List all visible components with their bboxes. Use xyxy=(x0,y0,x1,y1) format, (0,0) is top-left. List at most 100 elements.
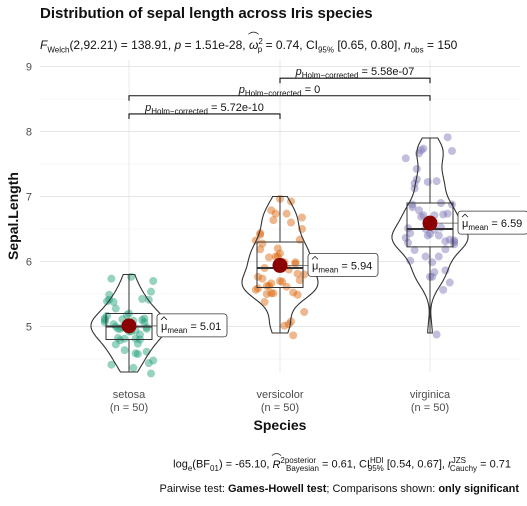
mean-label: μmean = 6.59 xyxy=(462,218,522,232)
mean-point xyxy=(121,318,137,334)
data-point xyxy=(426,229,434,238)
data-point xyxy=(443,209,452,218)
data-point xyxy=(450,240,459,249)
data-point xyxy=(280,321,289,330)
y-tick-label: 9 xyxy=(26,62,32,74)
data-point xyxy=(439,210,448,219)
data-point xyxy=(282,209,291,218)
data-point xyxy=(258,274,267,283)
mean-label-box xyxy=(457,210,527,235)
data-point xyxy=(100,316,109,324)
data-point xyxy=(291,258,300,267)
data-point xyxy=(100,318,109,327)
data-point xyxy=(133,339,142,348)
x-tick-n-label: (n = 50) xyxy=(261,402,299,414)
data-point xyxy=(140,314,149,323)
data-point xyxy=(408,203,417,212)
data-point xyxy=(430,268,439,277)
data-point xyxy=(439,285,448,294)
mean-point xyxy=(272,257,288,273)
violin-shape xyxy=(90,273,168,373)
data-point xyxy=(254,284,262,293)
data-point xyxy=(109,298,118,307)
data-point xyxy=(445,278,454,287)
y-axis-title: Sepal.Length xyxy=(5,172,21,260)
data-point xyxy=(120,334,129,343)
data-point xyxy=(256,245,265,254)
mean-label: μmean = 5.01 xyxy=(161,321,221,335)
data-point xyxy=(410,246,419,255)
y-tick-label: 8 xyxy=(26,127,32,139)
hat-icon xyxy=(311,255,319,260)
data-point xyxy=(111,340,120,349)
data-point xyxy=(254,272,262,281)
data-point xyxy=(417,212,426,221)
x-tick-label: setosa xyxy=(113,389,146,401)
data-point xyxy=(149,277,158,285)
box xyxy=(406,202,454,248)
violin-shape xyxy=(391,137,469,334)
data-point xyxy=(291,259,300,268)
data-point xyxy=(300,270,309,279)
data-point xyxy=(298,213,306,222)
data-point xyxy=(443,133,452,142)
data-point xyxy=(417,146,426,155)
species-group-setosa: μmean = 5.01 xyxy=(90,272,228,378)
y-tick-label: 7 xyxy=(26,192,32,204)
data-point xyxy=(450,238,459,246)
data-point xyxy=(269,289,278,298)
x-tick-n-label: (n = 50) xyxy=(110,402,148,414)
data-point xyxy=(107,274,116,283)
data-point xyxy=(100,314,109,323)
data-point xyxy=(401,154,410,163)
pairwise-bracket xyxy=(279,77,431,84)
data-point xyxy=(404,238,412,247)
data-point xyxy=(138,294,147,303)
data-point xyxy=(401,233,410,242)
data-point xyxy=(131,349,140,358)
mean-label-box xyxy=(156,313,228,338)
data-point xyxy=(421,252,430,261)
data-point xyxy=(147,369,155,378)
data-point xyxy=(423,177,432,186)
data-point xyxy=(103,297,111,306)
pairwise-label: pHolm−corrected = 5.58e-07 xyxy=(295,66,415,80)
data-point xyxy=(293,269,302,278)
x-tick-label: virginica xyxy=(410,389,451,401)
pairwise-label: pHolm−corrected = 0 xyxy=(238,84,320,98)
data-point xyxy=(419,211,428,220)
data-point xyxy=(450,236,459,245)
x-axis-title: Species xyxy=(254,417,307,433)
data-point xyxy=(282,282,291,291)
data-point xyxy=(432,330,441,339)
chart-title: Distribution of sepal length across Iris… xyxy=(40,5,373,22)
pairwise-label: pHolm−corrected = 5.72e-10 xyxy=(144,102,264,116)
data-point xyxy=(149,356,158,365)
data-point xyxy=(434,231,443,240)
data-point xyxy=(406,229,415,238)
data-point xyxy=(138,316,147,324)
data-point xyxy=(293,290,302,299)
pairwise-bracket xyxy=(128,95,431,101)
box xyxy=(256,241,304,288)
data-point xyxy=(410,179,419,188)
data-point xyxy=(140,318,149,327)
species-group-virginica: μmean = 6.59 xyxy=(391,133,527,339)
data-point xyxy=(406,256,415,265)
data-point xyxy=(428,258,437,267)
violin-shape xyxy=(241,195,319,334)
data-point xyxy=(260,298,269,307)
data-point xyxy=(287,218,295,227)
data-point xyxy=(269,216,278,225)
data-point xyxy=(116,336,125,345)
data-point xyxy=(415,206,423,215)
data-point xyxy=(136,330,144,339)
data-point xyxy=(133,350,142,359)
data-point xyxy=(289,331,298,340)
y-tick-label: 6 xyxy=(26,257,32,269)
pairwise-caption: Pairwise test: Games-Howell test; Compar… xyxy=(159,483,519,495)
data-point xyxy=(273,244,282,253)
data-point xyxy=(415,149,423,158)
data-point xyxy=(120,346,129,355)
